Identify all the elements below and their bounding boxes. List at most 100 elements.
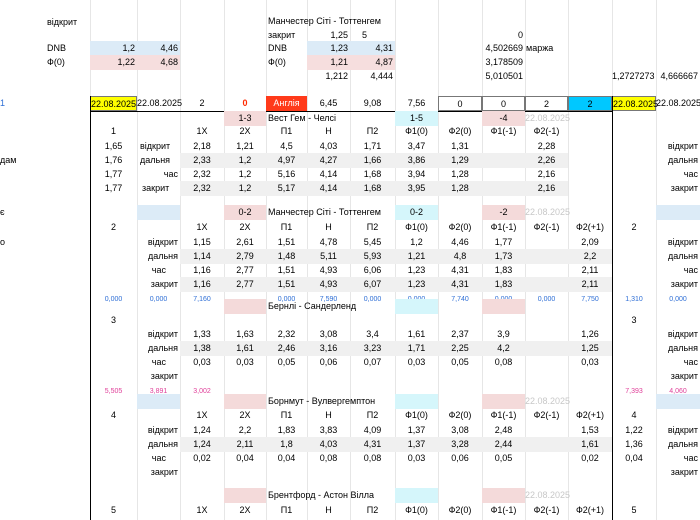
cell[interactable]: 1,21 [395, 249, 438, 264]
cell[interactable]: 4,09 [363, 425, 382, 435]
cell[interactable]: 1,15 [193, 237, 211, 247]
box-cell[interactable]: 0 [482, 96, 525, 111]
cell[interactable]: 2,33 [180, 153, 224, 168]
cell[interactable]: 0,04 [277, 453, 296, 463]
cell[interactable]: 0,03 [407, 453, 426, 463]
cell[interactable]: 1,8 [266, 437, 307, 452]
cell[interactable]: 2,37 [451, 329, 469, 339]
box-cell[interactable]: 2 [568, 96, 612, 111]
cell[interactable]: 1,2 [410, 237, 423, 247]
cell[interactable]: 0,03 [581, 357, 599, 367]
cell[interactable]: 4,93 [307, 277, 350, 292]
cell[interactable]: 5,45 [363, 237, 382, 247]
cell[interactable]: 1,53 [581, 425, 599, 435]
cell[interactable]: 1,73 [482, 249, 525, 264]
cell[interactable]: 2,32 [193, 169, 211, 179]
cell[interactable]: 2,32 [180, 181, 224, 196]
cell[interactable]: 2,26 [525, 153, 568, 168]
value-cell[interactable]: 7,56 [407, 98, 426, 108]
cell[interactable]: 1,14 [180, 249, 224, 264]
cell[interactable]: 1,83 [277, 425, 296, 435]
cell[interactable]: 2,61 [236, 237, 254, 247]
cell[interactable]: 4,27 [307, 153, 350, 168]
cell[interactable]: 3,47 [407, 141, 426, 151]
cell[interactable]: 0,03 [236, 357, 254, 367]
cell[interactable]: 4,46 [451, 237, 469, 247]
cell[interactable]: 4,31 [451, 265, 469, 275]
cell[interactable]: 2,16 [525, 181, 568, 196]
cell[interactable]: 2,18 [193, 141, 211, 151]
cell[interactable]: 4,03 [307, 437, 350, 452]
cell[interactable]: 1,23 [407, 265, 426, 275]
cell[interactable]: 1,61 [407, 329, 426, 339]
count-cell[interactable]: 2 [199, 98, 205, 108]
cell[interactable]: 3,28 [438, 437, 482, 452]
cell[interactable]: 4,97 [266, 153, 307, 168]
cell[interactable]: 6,06 [363, 265, 382, 275]
cell[interactable] [482, 153, 525, 168]
cell[interactable]: 2,48 [494, 425, 513, 435]
cell[interactable]: 1,71 [395, 341, 438, 356]
cell[interactable]: 1,37 [407, 425, 426, 435]
cell[interactable]: 1,21 [236, 141, 254, 151]
cell[interactable] [525, 341, 568, 356]
cell[interactable]: 2,2 [568, 249, 612, 264]
cell[interactable]: 1,2 [224, 181, 266, 196]
cell[interactable]: 0,05 [494, 453, 513, 463]
cell[interactable]: 3,08 [451, 425, 469, 435]
cell[interactable]: 0,05 [451, 357, 469, 367]
cell[interactable]: 2,11 [581, 265, 599, 275]
zero-cell[interactable]: 0 [242, 98, 248, 108]
cell[interactable]: 1,31 [451, 141, 469, 151]
cell[interactable]: 1,48 [266, 249, 307, 264]
date-cell[interactable]: 22.08.2025 [90, 96, 137, 111]
cell[interactable]: 0,08 [363, 453, 382, 463]
cell[interactable]: 2,25 [438, 341, 482, 356]
cell[interactable]: 5,11 [307, 249, 350, 264]
cell[interactable]: 2,11 [568, 277, 612, 292]
cell[interactable]: 4,5 [280, 141, 293, 151]
cell[interactable]: 1,25 [568, 341, 612, 356]
cell[interactable]: 0,05 [277, 357, 296, 367]
cell[interactable]: 1,68 [363, 169, 382, 179]
cell[interactable]: 3,86 [395, 153, 438, 168]
cell[interactable]: 1,61 [568, 437, 612, 452]
cell[interactable]: 1,37 [395, 437, 438, 452]
cell[interactable]: 3,83 [319, 425, 338, 435]
value-cell[interactable]: 6,45 [319, 98, 338, 108]
cell[interactable]: 4,8 [438, 249, 482, 264]
cell[interactable]: 5,17 [266, 181, 307, 196]
cell[interactable]: 3,95 [395, 181, 438, 196]
cell[interactable]: 1,28 [451, 169, 469, 179]
cell[interactable]: 1,28 [438, 181, 482, 196]
cell[interactable]: 3,16 [307, 341, 350, 356]
cell[interactable] [525, 249, 568, 264]
cell[interactable]: 4,78 [319, 237, 338, 247]
cell[interactable]: 1,51 [266, 277, 307, 292]
cell[interactable]: 1,33 [193, 329, 211, 339]
league-badge[interactable]: Англія [266, 96, 307, 111]
cell[interactable]: 1,29 [438, 153, 482, 168]
cell[interactable]: 1,51 [277, 237, 296, 247]
value-cell[interactable]: 9,08 [363, 98, 382, 108]
cell[interactable]: 1,22 [625, 425, 643, 435]
cell[interactable]: 1,63 [236, 329, 254, 339]
date-cell[interactable]: 22.08.2025 [656, 98, 700, 108]
cell[interactable]: 1,66 [350, 153, 395, 168]
cell[interactable]: 2,79 [224, 249, 266, 264]
cell[interactable]: 0,02 [581, 453, 599, 463]
cell[interactable]: 1,51 [277, 265, 296, 275]
box-cell[interactable]: 0 [438, 96, 482, 111]
cell[interactable]: 2,11 [224, 437, 266, 452]
cell[interactable] [482, 181, 525, 196]
cell[interactable]: 4,31 [350, 437, 395, 452]
cell[interactable]: 1,2 [238, 169, 252, 179]
cell[interactable]: 2,2 [238, 425, 252, 435]
cell[interactable]: 4,14 [319, 169, 338, 179]
cell[interactable]: 0,07 [363, 357, 382, 367]
cell[interactable]: 0,03 [193, 357, 211, 367]
cell[interactable]: 0,04 [236, 453, 254, 463]
cell[interactable]: 1,24 [193, 425, 211, 435]
cell[interactable]: 0,06 [451, 453, 469, 463]
cell[interactable]: 1,61 [224, 341, 266, 356]
